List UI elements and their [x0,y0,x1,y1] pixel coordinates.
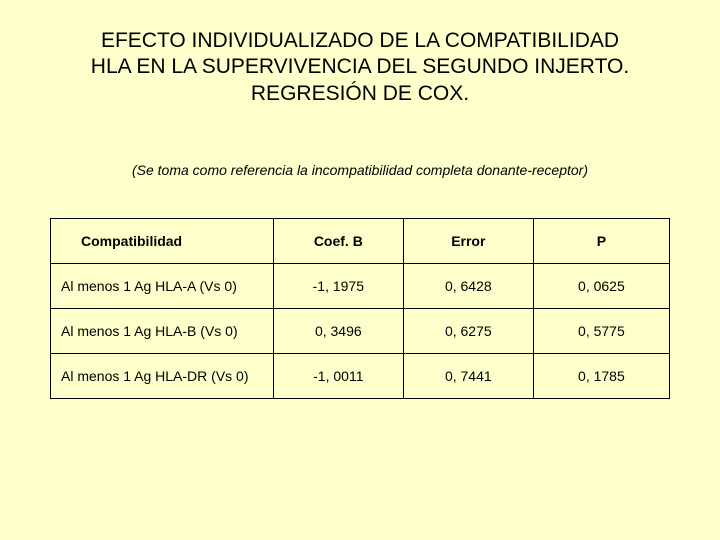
table-row: Al menos 1 Ag HLA-B (Vs 0) 0, 3496 0, 62… [51,308,670,353]
col-header-coef: Coef. B [273,218,403,263]
table-row: Al menos 1 Ag HLA-DR (Vs 0) -1, 0011 0, … [51,353,670,398]
cell-p: 0, 0625 [533,263,669,308]
slide-title: EFECTO INDIVIDUALIZADO DE LA COMPATIBILI… [50,28,670,107]
col-header-p: P [533,218,669,263]
col-header-compatibilidad: Compatibilidad [51,218,274,263]
cell-error: 0, 6428 [403,263,533,308]
cell-error: 0, 6275 [403,308,533,353]
cell-error: 0, 7441 [403,353,533,398]
slide-container: EFECTO INDIVIDUALIZADO DE LA COMPATIBILI… [0,0,720,540]
slide-subtitle: (Se toma como referencia la incompatibil… [50,162,670,178]
table-row: Al menos 1 Ag HLA-A (Vs 0) -1, 1975 0, 6… [51,263,670,308]
cell-coef: -1, 0011 [273,353,403,398]
table-header-row: Compatibilidad Coef. B Error P [51,218,670,263]
cell-coef: 0, 3496 [273,308,403,353]
col-header-error: Error [403,218,533,263]
cell-label: Al menos 1 Ag HLA-B (Vs 0) [51,308,274,353]
cell-p: 0, 1785 [533,353,669,398]
cell-label: Al menos 1 Ag HLA-A (Vs 0) [51,263,274,308]
cell-label: Al menos 1 Ag HLA-DR (Vs 0) [51,353,274,398]
cell-p: 0, 5775 [533,308,669,353]
cox-regression-table: Compatibilidad Coef. B Error P Al menos … [50,218,670,399]
cell-coef: -1, 1975 [273,263,403,308]
